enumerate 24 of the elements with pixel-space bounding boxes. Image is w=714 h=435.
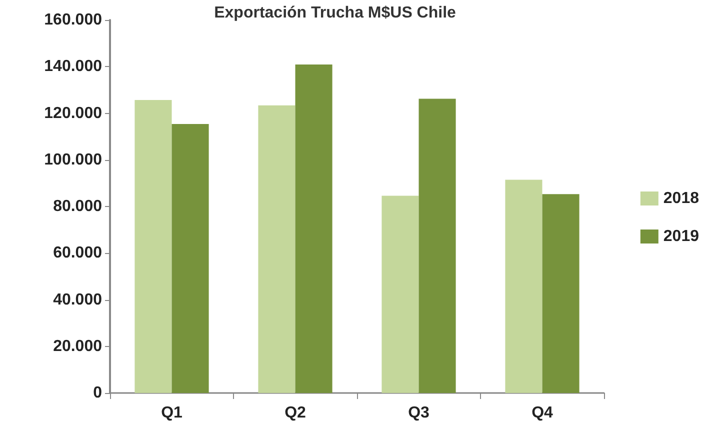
y-tick-label: 120.000 <box>44 104 102 122</box>
y-tick-label: 100.000 <box>44 151 102 168</box>
bar <box>382 196 419 393</box>
bar <box>258 105 296 393</box>
chart-title: Exportación Trucha M$US Chile <box>214 4 456 22</box>
y-tick-label: 80.000 <box>53 198 102 215</box>
y-tick-label: 60.000 <box>53 244 102 262</box>
bar <box>295 64 332 393</box>
legend-label: 2019 <box>663 228 700 245</box>
y-tick-label: 140.000 <box>44 58 102 76</box>
bar <box>505 180 542 393</box>
y-tick-label: 20.000 <box>53 338 102 355</box>
x-tick-label: Q1 <box>161 404 183 422</box>
x-tick-label: Q3 <box>408 404 430 422</box>
y-tick-label: 0 <box>93 384 102 402</box>
x-tick-label: Q4 <box>532 404 554 422</box>
bar <box>172 124 209 393</box>
y-tick-label: 40.000 <box>53 291 102 308</box>
bar <box>134 100 172 393</box>
legend-label: 2018 <box>663 190 700 207</box>
bar <box>418 98 456 393</box>
x-tick-label: Q2 <box>284 404 306 422</box>
y-tick-label: 160.000 <box>44 12 102 28</box>
bar <box>542 194 580 393</box>
